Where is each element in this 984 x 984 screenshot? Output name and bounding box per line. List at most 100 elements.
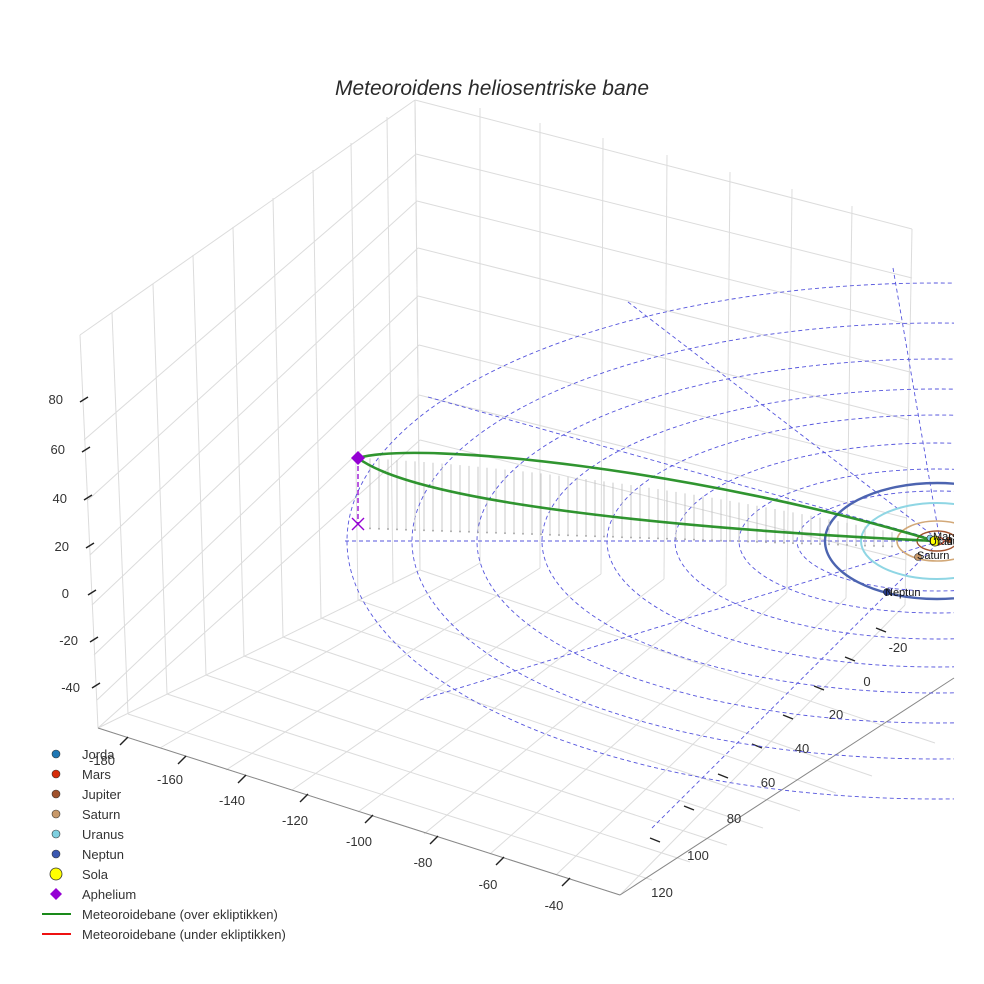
y-tick-label: 60 bbox=[761, 775, 775, 790]
drop-point bbox=[774, 541, 776, 544]
radial-guide bbox=[651, 540, 941, 829]
pane-grid bbox=[79, 99, 936, 896]
jupiter-marker bbox=[945, 536, 953, 544]
drop-point bbox=[621, 536, 623, 539]
x-tick-label: -80 bbox=[414, 855, 433, 870]
radial-guide bbox=[892, 267, 941, 542]
drop-point bbox=[783, 541, 785, 544]
y-tick-label: 20 bbox=[829, 707, 843, 722]
drop-point bbox=[486, 531, 488, 534]
drop-point bbox=[585, 534, 587, 537]
drop-point bbox=[504, 532, 506, 535]
drop-point bbox=[639, 536, 641, 539]
legend-label: Meteoroidebane (over ekliptikken) bbox=[82, 907, 278, 922]
x-tick-label: -180 bbox=[89, 753, 115, 768]
legend-marker-mars bbox=[51, 769, 61, 779]
drop-point bbox=[450, 530, 452, 533]
planet-label-mars: Mars bbox=[933, 531, 958, 543]
drop-point bbox=[513, 532, 515, 535]
drop-point bbox=[414, 529, 416, 531]
z-tick-label: -20 bbox=[59, 633, 78, 648]
legend-marker-jupiter bbox=[51, 789, 61, 799]
axis-lines bbox=[97, 677, 955, 896]
y-tick-label: -20 bbox=[889, 640, 908, 655]
drop-point bbox=[711, 539, 713, 542]
x-tick-label: -100 bbox=[346, 834, 372, 849]
drop-point bbox=[810, 542, 812, 545]
drop-point bbox=[756, 540, 758, 543]
drop-point bbox=[432, 529, 434, 532]
planet-label-jupiter: Jupiter bbox=[947, 536, 980, 548]
y-tick-label: 40 bbox=[795, 741, 809, 756]
y-tick-label: 80 bbox=[727, 811, 741, 826]
y-tick-label: 0 bbox=[863, 674, 870, 689]
drop-point bbox=[540, 533, 542, 536]
drop-point bbox=[846, 543, 848, 546]
planet-label-neptun: Neptun bbox=[885, 587, 920, 599]
legend: Jorda Mars Jupiter Saturn Uranus Neptun … bbox=[42, 747, 286, 942]
drop-point bbox=[558, 534, 560, 536]
drop-point bbox=[873, 544, 875, 547]
drop-point bbox=[612, 535, 614, 538]
drop-point bbox=[882, 545, 884, 548]
z-tick-label: 0 bbox=[62, 586, 69, 601]
drop-point bbox=[837, 543, 839, 546]
drop-point bbox=[828, 543, 830, 546]
x-tick-label: -60 bbox=[479, 877, 498, 892]
chart-title: Meteoroidens heliosentriske bane bbox=[335, 77, 649, 100]
drop-point bbox=[567, 534, 569, 537]
legend-label: Sola bbox=[82, 867, 109, 882]
drop-point bbox=[477, 531, 479, 534]
y-tick-label: 100 bbox=[687, 848, 709, 863]
drop-point bbox=[819, 543, 821, 545]
saturn-orbit bbox=[896, 520, 954, 562]
drop-point bbox=[387, 528, 389, 530]
drop-point bbox=[666, 537, 668, 540]
y-tick-label: 120 bbox=[651, 885, 673, 900]
guide-ellipse bbox=[674, 442, 954, 640]
legend-label: Uranus bbox=[82, 827, 124, 842]
drop-point bbox=[396, 528, 398, 531]
drop-point bbox=[459, 530, 461, 533]
drop-point bbox=[630, 536, 632, 539]
uranus-orbit bbox=[860, 502, 954, 580]
drop-point bbox=[792, 542, 794, 545]
drop-point bbox=[549, 533, 551, 536]
tick-marks bbox=[79, 396, 887, 887]
legend-label: Neptun bbox=[82, 847, 124, 862]
drop-point bbox=[891, 545, 893, 548]
x-tick-label: -120 bbox=[282, 813, 308, 828]
legend-label: Jupiter bbox=[82, 787, 122, 802]
radial-guides bbox=[345, 267, 941, 829]
drop-point bbox=[405, 528, 407, 531]
y-axis-ticks: -20 0 20 40 60 80 100 120 bbox=[651, 640, 907, 900]
z-tick-label: 80 bbox=[49, 392, 63, 407]
z-axis-ticks: 80 60 40 20 0 -20 -40 bbox=[49, 392, 80, 695]
drop-point bbox=[522, 532, 524, 535]
drop-point bbox=[693, 538, 695, 541]
drop-point bbox=[729, 539, 731, 542]
x-axis-ticks: -180 -160 -140 -120 -100 -80 -60 -40 bbox=[89, 753, 563, 913]
drop-point bbox=[369, 527, 371, 530]
legend-marker-saturn bbox=[51, 809, 61, 819]
legend-label: Saturn bbox=[82, 807, 120, 822]
drop-point bbox=[747, 540, 749, 543]
drop-point bbox=[603, 535, 605, 538]
guide-ellipse bbox=[476, 358, 954, 724]
planet-labels: Neptun Saturn Uranus Jupiter Mars bbox=[885, 531, 980, 599]
z-tick-label: 60 bbox=[51, 442, 65, 457]
drop-point bbox=[468, 530, 470, 533]
drop-point bbox=[684, 538, 686, 541]
guide-ellipse bbox=[541, 388, 954, 694]
legend-label: Mars bbox=[82, 767, 111, 782]
legend-label: Aphelium bbox=[82, 887, 136, 902]
z-tick-label: 20 bbox=[55, 539, 69, 554]
drop-point bbox=[495, 531, 497, 534]
neptun-marker bbox=[883, 588, 891, 596]
z-tick-label: 40 bbox=[53, 491, 67, 506]
x-tick-label: -40 bbox=[545, 898, 564, 913]
drop-point bbox=[738, 540, 740, 543]
z-tick-label: -40 bbox=[61, 680, 80, 695]
drop-point bbox=[702, 539, 704, 541]
